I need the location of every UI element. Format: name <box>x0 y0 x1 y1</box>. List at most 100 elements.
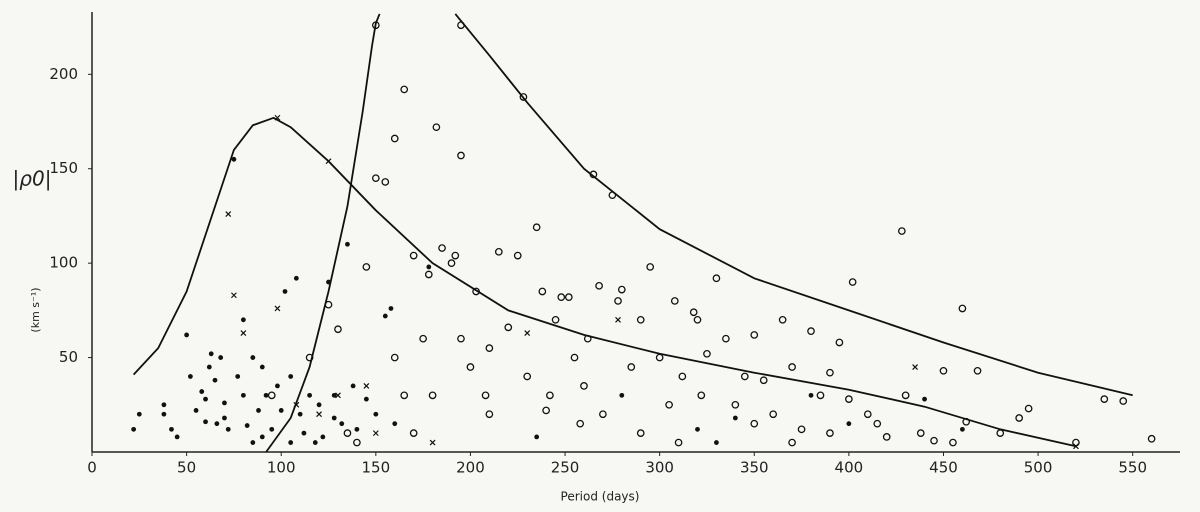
cross-point <box>325 158 332 165</box>
cross-point <box>293 401 300 408</box>
circle-point <box>400 391 409 400</box>
dot-point <box>256 408 261 413</box>
dot-point <box>259 364 265 370</box>
circle-point <box>826 368 834 377</box>
dot-point <box>331 415 337 421</box>
circle-point <box>504 323 513 332</box>
circle-point <box>438 244 446 252</box>
dot-point <box>222 415 227 421</box>
dot-point <box>288 440 294 445</box>
dot-point <box>250 440 256 445</box>
circle-point <box>722 334 730 343</box>
circle-point <box>958 304 967 313</box>
circle-point <box>570 353 579 362</box>
dot-point <box>282 289 288 294</box>
dot-point <box>619 392 625 398</box>
circle-point <box>267 391 276 400</box>
dot-point <box>240 317 246 323</box>
cross-point <box>429 439 436 446</box>
circle-point <box>973 366 982 375</box>
cross-point <box>316 411 322 418</box>
x-tick-label: 100 <box>267 459 296 477</box>
dot-point <box>695 426 700 432</box>
y-axis-label: |ρ0| <box>13 167 52 191</box>
cross-point <box>230 292 237 299</box>
dot-point <box>714 440 719 445</box>
circle-point <box>424 270 433 279</box>
dot-point <box>161 402 167 408</box>
dot-point <box>278 408 284 413</box>
circle-point <box>996 429 1005 437</box>
dot-point <box>199 389 205 394</box>
circle-point <box>949 438 957 447</box>
dot-point <box>297 411 303 417</box>
circle-point <box>703 349 711 358</box>
dot-point <box>244 423 250 428</box>
circle-point <box>627 363 636 371</box>
circle-point <box>788 363 796 371</box>
circle-point <box>381 178 390 186</box>
circle-point <box>769 410 778 419</box>
circle-point <box>371 174 380 183</box>
circle-point <box>693 315 702 324</box>
circle-point <box>807 327 815 335</box>
dot-point <box>184 332 190 338</box>
dot-point <box>326 279 331 285</box>
dot-point <box>307 392 312 398</box>
dot-point <box>212 377 218 383</box>
circle-point <box>848 278 857 286</box>
circle-point <box>1147 434 1156 443</box>
dot-point <box>345 241 350 247</box>
cross-point <box>912 364 919 370</box>
circle-point <box>595 281 603 290</box>
cross-point <box>524 330 531 336</box>
circle-point <box>712 274 721 283</box>
dot-point <box>208 351 214 357</box>
dot-point <box>250 355 256 360</box>
circle-point <box>481 391 490 400</box>
dot-point <box>392 421 398 427</box>
circle-point <box>472 287 480 296</box>
dot-point <box>426 264 432 270</box>
circle-point <box>665 400 673 409</box>
circle-point <box>916 429 925 437</box>
x-tick-label: 150 <box>362 459 391 477</box>
circle-point <box>636 429 645 437</box>
circle-point <box>731 400 740 409</box>
dot-point <box>131 426 137 432</box>
circle-point <box>670 297 679 305</box>
circle-point <box>546 391 554 400</box>
circle-point <box>674 438 683 447</box>
circle-point <box>589 170 598 179</box>
circle-point <box>655 353 664 362</box>
circle-point <box>1024 404 1033 413</box>
dot-point <box>169 426 174 432</box>
circle-point <box>614 297 622 305</box>
circle-point <box>485 344 494 352</box>
dot-point <box>259 434 265 440</box>
dot-point <box>331 392 337 398</box>
dot-point <box>214 421 220 427</box>
cross-point <box>274 114 281 121</box>
circle-point <box>617 285 626 294</box>
circle-point <box>750 331 759 339</box>
circle-point <box>494 247 503 256</box>
x-tick-label: 0 <box>87 459 97 477</box>
circle-point <box>646 263 655 271</box>
x-tick-label: 400 <box>835 459 864 477</box>
circle-point <box>428 391 437 400</box>
circle-point <box>608 191 617 200</box>
dot-point <box>382 313 388 319</box>
dot-point <box>275 383 280 389</box>
cross-point <box>363 382 370 389</box>
circle-point <box>788 438 796 447</box>
dot-point <box>388 306 394 311</box>
x-axis-label: Period (days) <box>561 490 640 504</box>
circle-point <box>538 287 547 296</box>
circle-point <box>826 429 834 437</box>
circle-point <box>816 391 825 400</box>
dot-point <box>312 440 318 445</box>
circle-point <box>636 315 645 324</box>
circle-point <box>835 338 844 347</box>
